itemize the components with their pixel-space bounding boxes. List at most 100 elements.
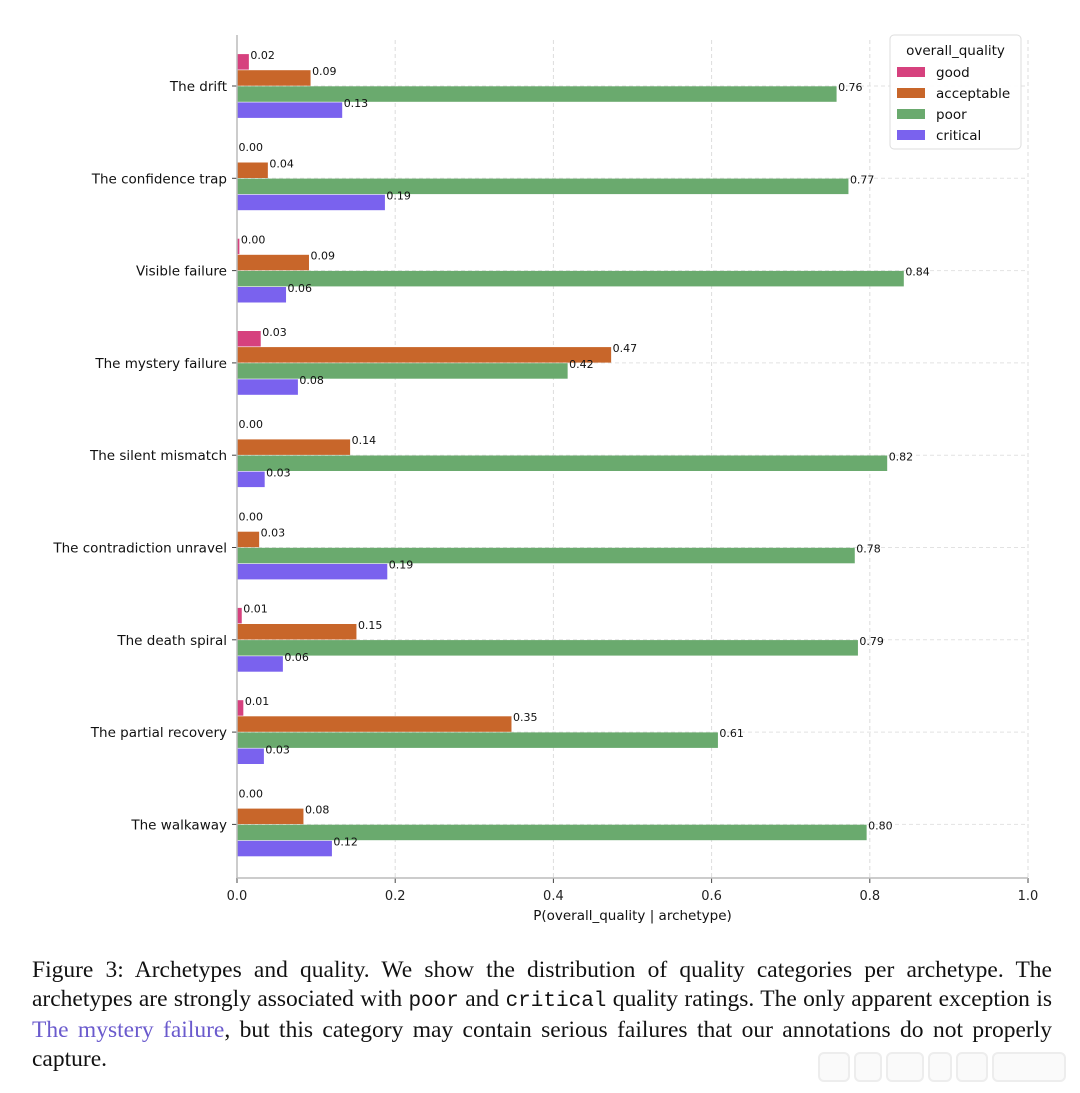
caption-text-mid: and [458, 985, 506, 1012]
value-label: 0.03 [266, 466, 291, 479]
value-label: 0.01 [243, 603, 268, 616]
legend-label-critical: critical [936, 128, 981, 144]
value-label: 0.02 [250, 49, 274, 62]
bar-good [237, 238, 240, 255]
legend-label-poor: poor [936, 107, 967, 123]
value-label: 0.47 [613, 342, 638, 355]
x-tick-label: 0.2 [385, 889, 406, 904]
bar-chart: 0.02 0.09 0.76 0.13 0.00 0.04 0.77 0.19 0.00 0.09… [52, 34, 1039, 924]
value-label: 0.12 [333, 836, 358, 849]
value-label: 0.09 [312, 65, 337, 78]
value-label: 0.82 [889, 450, 914, 463]
caption-text-suffix: , but this category may contain serious … [32, 1017, 1052, 1072]
bar-poor [237, 86, 837, 102]
category-label: The confidence trap [91, 171, 227, 187]
bar-good [237, 331, 261, 347]
value-label: 0.03 [262, 326, 287, 339]
bar-poor [237, 824, 867, 841]
bar-critical [237, 840, 332, 857]
figure-caption: Figure 3: Archetypes and quality. We sho… [32, 956, 1052, 1073]
x-tick-label: 0.8 [859, 889, 880, 904]
bar-good [237, 700, 244, 716]
bar-critical [237, 471, 265, 488]
legend-label-acceptable: acceptable [936, 86, 1010, 102]
value-label: 0.14 [352, 434, 377, 447]
bar-acceptable [237, 531, 260, 548]
bar-critical [237, 563, 388, 580]
x-tick-label: 0.4 [543, 889, 564, 904]
value-label: 0.77 [850, 173, 875, 186]
category-label: The mystery failure [94, 356, 227, 372]
bar-acceptable [237, 439, 351, 455]
category-label: The partial recovery [90, 725, 227, 741]
category-label: The silent mismatch [89, 448, 227, 464]
watermark [818, 1052, 1068, 1082]
value-label: 0.06 [284, 651, 309, 664]
bar-acceptable [237, 808, 304, 825]
bar-acceptable [237, 162, 268, 178]
x-axis-title: P(overall_quality | archetype) [533, 908, 732, 924]
value-label: 0.09 [310, 250, 335, 263]
x-tick-label: 1.0 [1018, 889, 1039, 904]
value-label: 0.80 [868, 819, 893, 832]
bar-critical [237, 748, 264, 764]
bar-poor [237, 732, 718, 748]
bar-acceptable [237, 347, 612, 363]
bar-critical [237, 656, 283, 672]
legend-frame [889, 34, 1022, 150]
bar-poor [237, 455, 888, 471]
bar-good [237, 54, 249, 70]
legend-swatch-poor [897, 109, 925, 119]
value-label: 0.00 [239, 141, 264, 154]
bar-poor [237, 363, 568, 379]
bar-acceptable [237, 254, 309, 271]
x-tick-label: 0.0 [227, 889, 248, 904]
value-label: 0.15 [358, 619, 383, 632]
legend-title: overall_quality [906, 43, 1005, 59]
bar-acceptable [237, 624, 357, 640]
bar-good [237, 607, 242, 624]
caption-link-mystery-failure[interactable]: The mystery failure [32, 1017, 225, 1043]
bar-poor [237, 547, 855, 564]
category-label: The walkaway [130, 817, 227, 833]
value-label: 0.03 [261, 526, 286, 539]
category-label: The drift [169, 79, 227, 95]
value-label: 0.76 [838, 81, 863, 94]
bar-poor [237, 178, 849, 195]
value-label: 0.42 [569, 358, 594, 371]
value-label: 0.79 [859, 635, 884, 648]
value-label: 0.13 [344, 97, 369, 110]
x-tick-label: 0.6 [701, 889, 722, 904]
value-label: 0.61 [719, 727, 744, 740]
value-label: 0.08 [299, 374, 324, 387]
value-label: 0.19 [389, 559, 414, 572]
value-label: 0.84 [905, 266, 930, 279]
value-label: 0.00 [239, 418, 264, 431]
category-label: The contradiction unravel [52, 541, 227, 557]
caption-term-critical: critical [505, 989, 607, 1013]
value-label: 0.00 [239, 787, 264, 800]
bar-acceptable [237, 70, 311, 86]
caption-term-poor: poor [408, 989, 459, 1013]
bar-poor [237, 270, 904, 287]
value-label: 0.35 [513, 711, 538, 724]
value-label: 0.00 [239, 510, 264, 523]
bar-poor [237, 640, 858, 656]
value-label: 0.01 [245, 695, 270, 708]
category-label: The death spiral [116, 633, 227, 649]
value-label: 0.19 [386, 189, 411, 202]
legend-label-good: good [936, 65, 970, 81]
bar-critical [237, 194, 385, 211]
value-label: 0.04 [269, 157, 294, 170]
value-label: 0.03 [265, 743, 290, 756]
legend-swatch-good [897, 67, 925, 77]
bar-critical [237, 287, 287, 303]
caption-text-mid2: quality ratings. The only apparent excep… [606, 985, 1052, 1012]
bar-acceptable [237, 716, 512, 732]
value-label: 0.78 [856, 543, 881, 556]
value-label: 0.00 [241, 233, 265, 246]
bar-critical [237, 102, 343, 118]
bar-critical [237, 379, 298, 395]
category-label: Visible failure [136, 264, 227, 280]
